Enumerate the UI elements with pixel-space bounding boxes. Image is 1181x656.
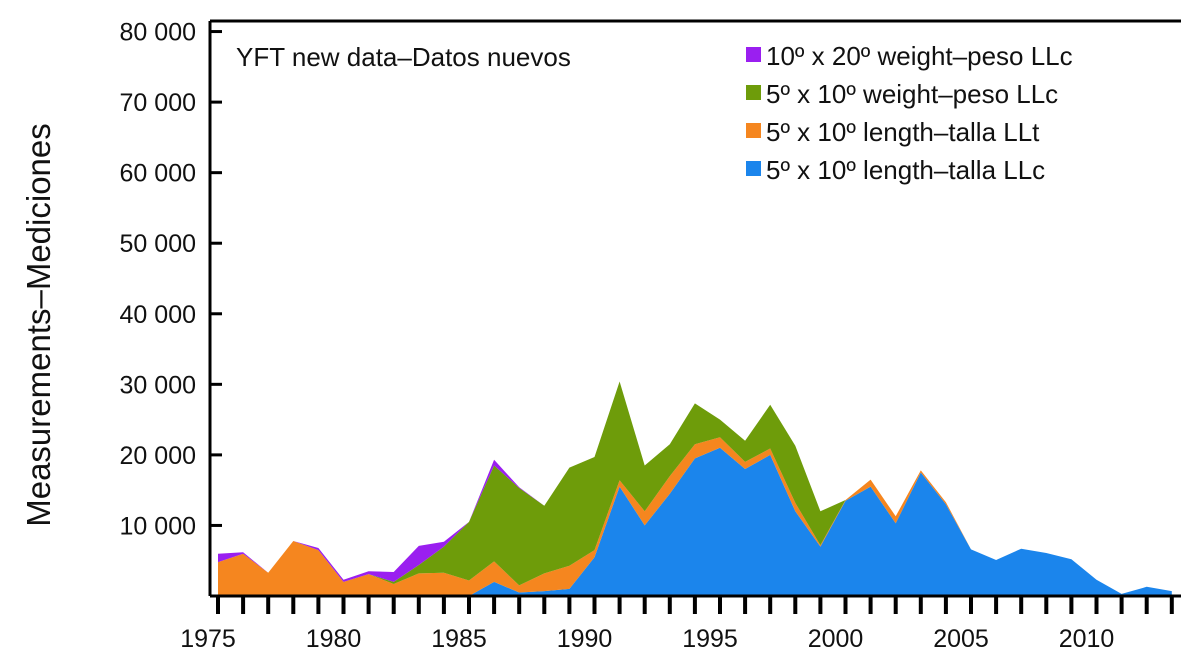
legend-label: 5º x 10º length–talla LLc: [766, 155, 1045, 185]
legend-swatch: [746, 123, 761, 138]
x-tick-label: 1995: [682, 625, 738, 653]
y-tick-label: 30 000: [120, 371, 196, 399]
legend-label: 10º x 20º weight–peso LLc: [766, 41, 1073, 71]
legend-swatch: [746, 47, 761, 62]
x-tick-label: 1990: [557, 625, 613, 653]
y-tick-label: 70 000: [120, 89, 196, 117]
plot-areas: [218, 381, 1172, 596]
x-tick-label: 2000: [808, 625, 864, 653]
chart-annotation: YFT new data–Datos nuevos: [236, 42, 571, 72]
y-tick-label: 40 000: [120, 301, 196, 329]
y-tick-label: 60 000: [120, 160, 196, 188]
legend-swatch: [746, 161, 761, 176]
y-axis: 10 000 20 000 30 000 40 000 50 000 60 000 70 0…: [120, 19, 222, 540]
area-series-2: [218, 437, 1172, 596]
y-tick-label: 80 000: [120, 19, 196, 47]
legend: 10º x 20º weight–peso LLc 5º x 10º weight…: [746, 41, 1073, 185]
legend-label: 5º x 10º length–talla LLt: [766, 117, 1040, 147]
x-tick-label: 1985: [431, 625, 487, 653]
y-tick-label: 50 000: [120, 230, 196, 258]
x-tick-label: 1975: [180, 625, 236, 653]
x-axis: 1975 1980 1985 1990 1995 2000 2005 2010: [180, 596, 1174, 653]
legend-swatch: [746, 85, 761, 100]
area-series-3: [218, 381, 1172, 594]
area-series-1: [218, 447, 1172, 596]
y-tick-label: 10 000: [120, 512, 196, 540]
legend-label: 5º x 10º weight–peso LLc: [766, 79, 1058, 109]
y-tick-label: 20 000: [120, 442, 196, 470]
y-axis-label: Measurements–Mediciones: [20, 123, 57, 527]
x-tick-label: 2010: [1059, 625, 1115, 653]
x-tick-label: 1980: [306, 625, 362, 653]
x-tick-label: 2005: [933, 625, 989, 653]
